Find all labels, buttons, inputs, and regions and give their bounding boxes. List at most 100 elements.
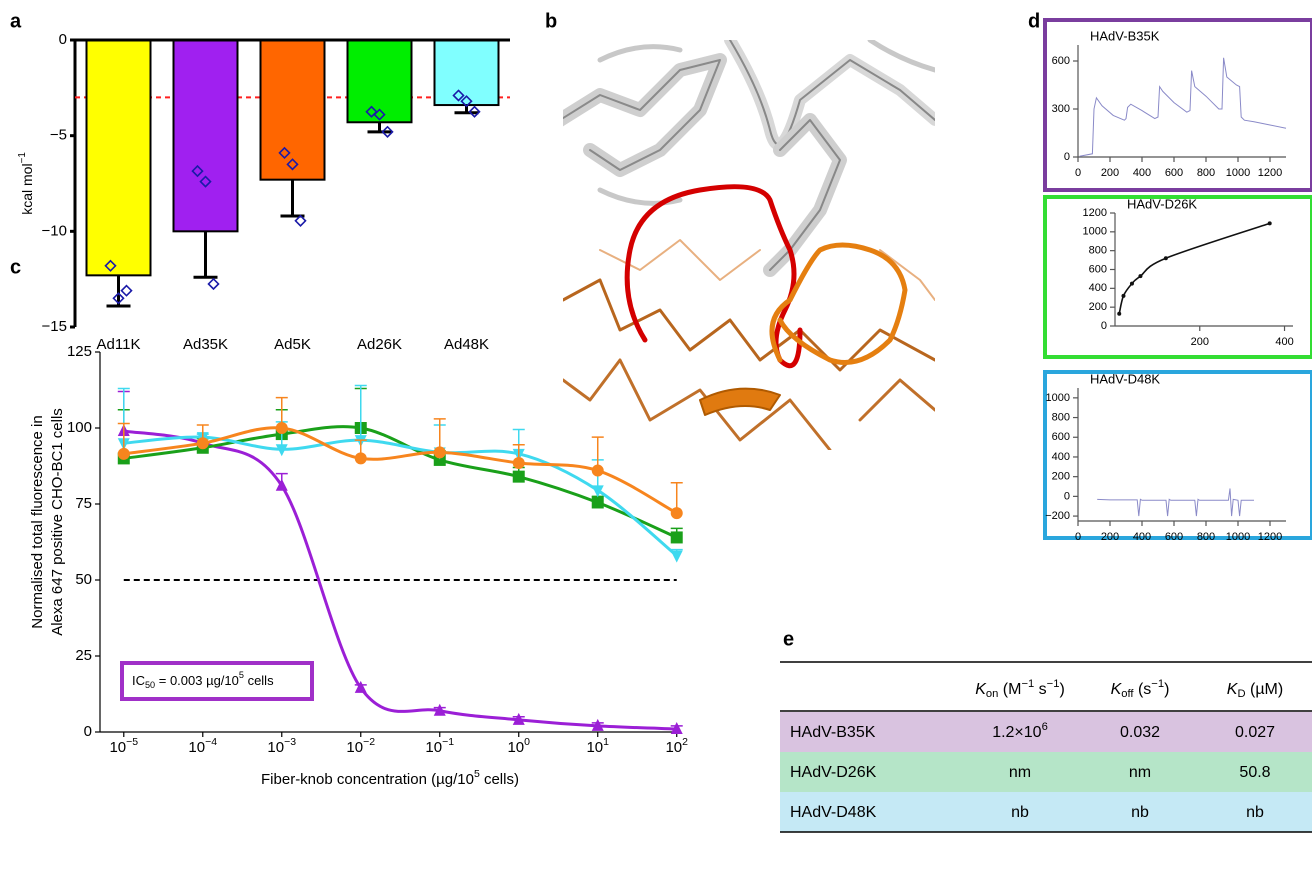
x-tick-label: 600 — [1165, 531, 1183, 543]
text-part: = 0.003 µg/10 — [155, 673, 239, 688]
chart-title: HAdV-B35K — [1090, 28, 1160, 43]
marker — [197, 437, 209, 449]
x-tick-label: 10−4 — [188, 736, 217, 756]
x-tick-label: 400 — [1133, 531, 1151, 543]
marker — [276, 422, 288, 434]
figure: a b c d e 0−5−10−15Ad11KAd35KAd5KAd26KAd… — [0, 0, 1312, 883]
tick-exponent: 0 — [524, 736, 530, 748]
x-axis-label: Fiber-knob concentration (µg/105 cells) — [261, 768, 519, 788]
text-part: −1 — [1047, 678, 1060, 690]
y-tick-label: 1000 — [1083, 226, 1107, 238]
x-tick-label: Ad5K — [274, 336, 311, 353]
x-tick-label: 10−5 — [109, 736, 138, 756]
data-point — [1121, 294, 1125, 298]
tick-base: 10 — [425, 739, 442, 756]
y-tick-label: −10 — [42, 222, 67, 239]
table-cell: 0.027 — [1235, 724, 1275, 741]
panel-label: e — [783, 628, 794, 650]
x-tick-label: 0 — [1075, 167, 1081, 179]
text-part: Fiber-knob concentration (µg/10 — [261, 771, 474, 788]
marker — [592, 496, 604, 508]
text-part: off — [1121, 688, 1134, 700]
trace — [1097, 488, 1254, 516]
text-part: ) — [1059, 681, 1064, 698]
marker — [592, 465, 604, 477]
table-cell: 50.8 — [1239, 764, 1270, 781]
table-cell: HAdV-B35K — [790, 724, 876, 741]
text-part: (s — [1134, 681, 1152, 698]
text-part: cells — [244, 673, 274, 688]
y-tick-label: −200 — [1045, 510, 1070, 522]
table-cell: 0.032 — [1120, 724, 1160, 741]
tick-exponent: −1 — [442, 736, 454, 748]
data-point — [1117, 312, 1121, 316]
y-tick-label: 800 — [1052, 411, 1070, 423]
y-axis-label: Normalised total fluorescence in — [29, 415, 46, 628]
y-tick-label: 200 — [1052, 471, 1070, 483]
text-part: −1 — [1151, 678, 1164, 690]
x-tick-label: 400 — [1275, 336, 1293, 348]
tick-base: 10 — [188, 739, 205, 756]
x-tick-label: 400 — [1133, 167, 1151, 179]
x-tick-label: 0 — [1075, 531, 1081, 543]
column-header: Kon (M−1 s−1) — [975, 678, 1065, 700]
tick-exponent: 1 — [603, 736, 609, 748]
text-part: cells) — [480, 771, 519, 788]
chart-title: HAdV-D26K — [1127, 196, 1197, 211]
y-tick-label: −5 — [50, 127, 67, 144]
label-part: −1 — [17, 152, 28, 163]
y-tick-label: 800 — [1089, 245, 1107, 257]
x-tick-label: 600 — [1165, 167, 1183, 179]
y-tick-label: 50 — [75, 571, 92, 588]
label-part: kcal mol — [19, 163, 35, 214]
y-tick-label: 0 — [1064, 151, 1070, 163]
data-point — [1138, 274, 1142, 278]
panel-label: c — [10, 256, 21, 278]
tick-base: 10 — [267, 739, 284, 756]
chart-title: HAdV-D48K — [1090, 371, 1160, 386]
panel-frame — [1045, 372, 1312, 538]
x-tick-label: 1000 — [1226, 531, 1250, 543]
data-point — [1268, 221, 1272, 225]
tick-base: 10 — [346, 739, 363, 756]
bar — [174, 40, 238, 231]
panel-frame — [1045, 197, 1312, 357]
y-axis-label: kcal mol−1 — [17, 152, 35, 215]
marker — [434, 446, 446, 458]
column-header: KD (µM) — [1227, 681, 1283, 700]
x-tick-label: Ad48K — [444, 336, 489, 353]
text-part: on — [986, 688, 998, 700]
table-cell: HAdV-D26K — [790, 764, 877, 781]
x-tick-label: 200 — [1101, 167, 1119, 179]
text-part: (M — [998, 681, 1021, 698]
y-tick-label: 1000 — [1046, 392, 1070, 404]
tick-base: 10 — [586, 739, 603, 756]
error-bar — [281, 180, 305, 216]
table-cell: nb — [1131, 804, 1149, 821]
x-tick-label: 100 — [507, 736, 530, 756]
table-cell: nb — [1011, 804, 1029, 821]
data-point — [122, 286, 132, 296]
x-tick-label: Ad26K — [357, 336, 402, 353]
text-part: −1 — [1021, 678, 1034, 690]
tick-base: 10 — [665, 739, 682, 756]
y-tick-label: 100 — [67, 419, 92, 436]
tick-base: 10 — [109, 739, 126, 756]
x-tick-label: 1200 — [1258, 167, 1282, 179]
y-tick-label: 0 — [1101, 320, 1107, 332]
data-point — [209, 279, 219, 289]
y-tick-label: 400 — [1089, 282, 1107, 294]
x-tick-label: Ad11K — [97, 336, 141, 353]
x-tick-label: 10−3 — [267, 736, 296, 756]
data-point — [1164, 256, 1168, 260]
text-part: 6 — [1042, 721, 1048, 733]
text-part: IC — [132, 673, 145, 688]
tick-base: 10 — [507, 739, 524, 756]
panel-frame — [1045, 20, 1312, 190]
marker — [671, 551, 683, 563]
marker — [118, 448, 130, 460]
text-part: (µM) — [1246, 681, 1284, 698]
y-tick-label: 125 — [67, 343, 92, 360]
y-tick-label: 300 — [1052, 103, 1070, 115]
x-tick-label: 10−2 — [346, 736, 375, 756]
